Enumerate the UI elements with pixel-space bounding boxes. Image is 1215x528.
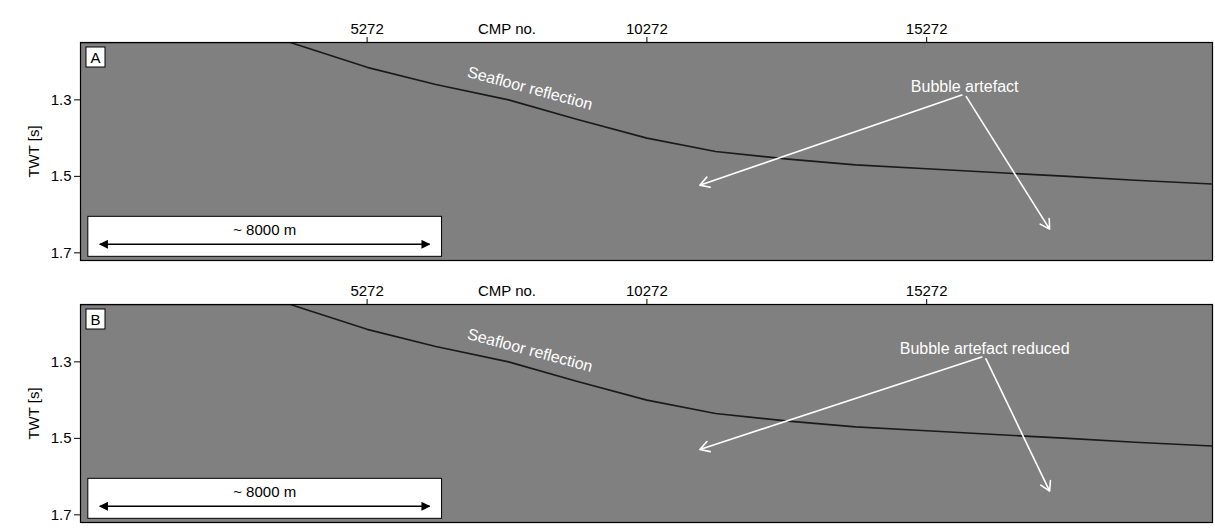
svg-text:15272: 15272: [906, 282, 948, 299]
svg-text:15272: 15272: [906, 20, 948, 37]
svg-text:1.3: 1.3: [51, 91, 72, 108]
svg-text:A: A: [90, 49, 100, 66]
svg-text:~ 8000 m: ~ 8000 m: [233, 221, 296, 238]
svg-text:CMP no.: CMP no.: [478, 282, 536, 299]
svg-text:TWT [s]: TWT [s]: [25, 387, 42, 439]
svg-text:Seafloor reflection: Seafloor reflection: [466, 63, 595, 113]
svg-text:1.5: 1.5: [51, 429, 72, 446]
svg-text:1.3: 1.3: [51, 353, 72, 370]
svg-text:Bubble artefact reduced: Bubble artefact reduced: [900, 340, 1070, 357]
svg-text:5272: 5272: [350, 282, 383, 299]
svg-text:10272: 10272: [626, 20, 668, 37]
svg-text:1.7: 1.7: [51, 506, 72, 523]
svg-text:10272: 10272: [626, 282, 668, 299]
svg-text:CMP no.: CMP no.: [478, 20, 536, 37]
svg-text:1.5: 1.5: [51, 167, 72, 184]
svg-text:TWT [s]: TWT [s]: [25, 125, 42, 177]
svg-text:B: B: [90, 311, 100, 328]
svg-text:Bubble artefact: Bubble artefact: [911, 78, 1019, 95]
svg-text:5272: 5272: [350, 20, 383, 37]
svg-text:Seafloor reflection: Seafloor reflection: [466, 325, 595, 375]
svg-text:~ 8000 m: ~ 8000 m: [233, 483, 296, 500]
svg-text:1.7: 1.7: [51, 244, 72, 261]
